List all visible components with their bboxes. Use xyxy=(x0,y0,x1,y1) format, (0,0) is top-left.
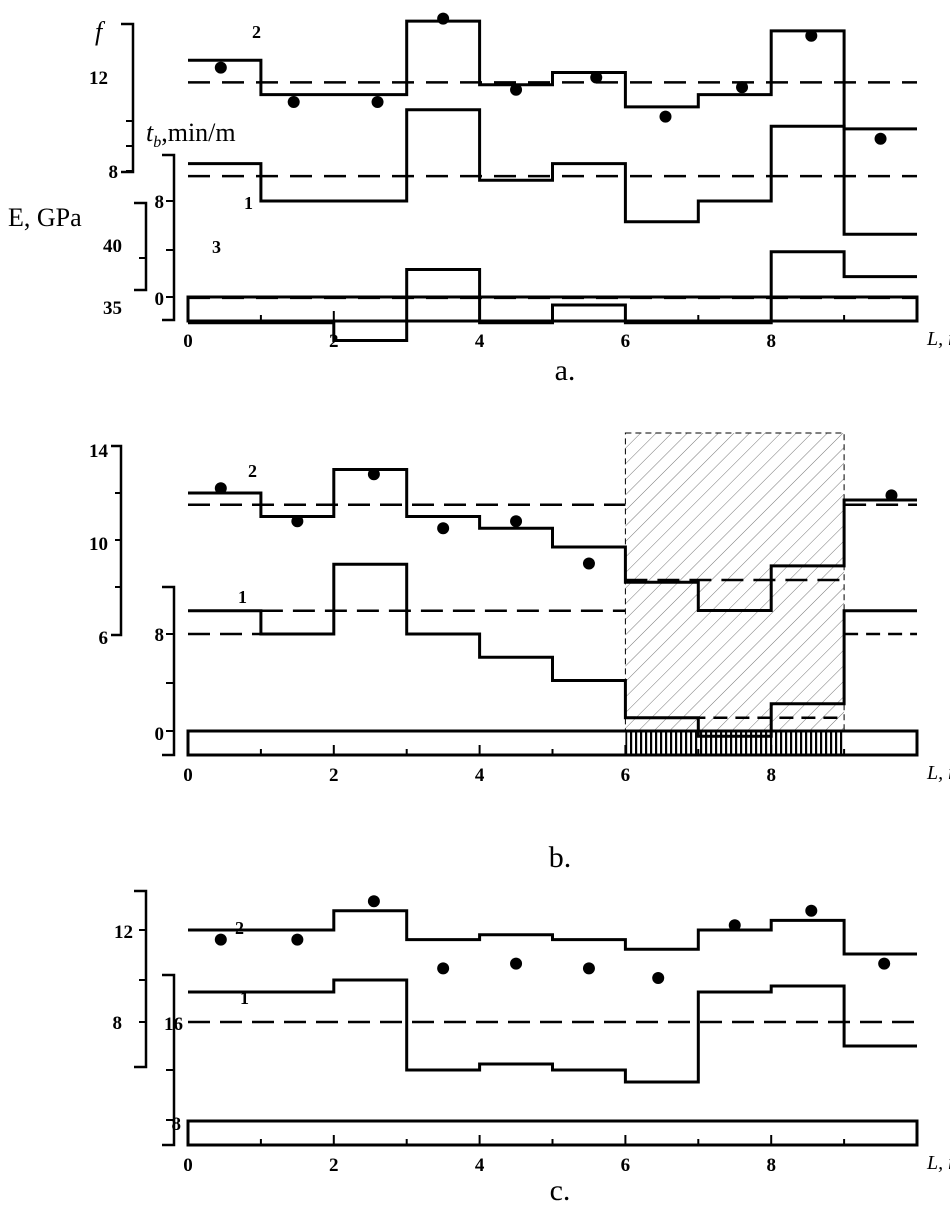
panel-a-f-tick-label-8: 8 xyxy=(109,162,119,183)
panel-b-left-tick-label-10: 10 xyxy=(89,534,108,555)
panel-a-f-axis-name: f xyxy=(95,17,106,46)
panel-a-series-2-line xyxy=(188,19,917,131)
panel-a-series-2-point-8 xyxy=(736,81,749,94)
panel-a-x-axis-label: L, m xyxy=(926,328,950,350)
panel-b-series-2-point-3 xyxy=(367,468,380,481)
panel-c-series-2-point-3 xyxy=(367,895,380,908)
panel-c-series-2-point-5 xyxy=(510,957,523,970)
panel-a-tb-axis xyxy=(162,153,176,322)
panel-a-series-3-line xyxy=(188,250,917,342)
panel-b-left-tick-label-14: 14 xyxy=(89,441,109,462)
panel-a-e-axis xyxy=(134,201,148,292)
panel-a-series-2-point-5 xyxy=(510,83,523,96)
panel-a-series-1-line xyxy=(188,108,917,236)
panel-c-series-2-point-4 xyxy=(437,962,450,975)
panel-a-series-3-label: 3 xyxy=(212,237,221,257)
panel-a-series-2-point-3 xyxy=(371,95,384,108)
panel-c-left-tick-label-8: 8 xyxy=(113,1013,123,1034)
panel-c-series-2-point-1 xyxy=(214,933,227,946)
panel-a-x-tick-label-0: 0 xyxy=(183,331,193,352)
panel-a-f-tick-label-12: 12 xyxy=(89,68,108,89)
panel-a-tb-axis-name: tb,min/m xyxy=(146,118,236,151)
panel-a-series-2-point-1 xyxy=(214,61,227,74)
panel-a-tb-tick-label-8: 8 xyxy=(155,192,165,213)
panel-c-x-tick-label-2: 2 xyxy=(329,1155,339,1176)
panel-c-series-2-label: 2 xyxy=(235,918,244,938)
panel-c-x-tick-label-0: 0 xyxy=(183,1155,193,1176)
panel-b-series-2-line xyxy=(188,468,917,612)
panel-b-series-2-label: 2 xyxy=(248,461,257,481)
panel-c-series-1-label: 1 xyxy=(240,988,249,1008)
panel-b-series-2-point-4 xyxy=(437,522,450,535)
panel-b-right-axis xyxy=(162,585,176,757)
panel-b-series-1-line xyxy=(188,562,917,738)
panel-b-x-tick-label-0: 0 xyxy=(183,765,193,786)
panel-a-series-2-point-10 xyxy=(874,132,887,145)
panel-a-series-1-label: 1 xyxy=(244,193,253,213)
panel-a-x-tick-label-2: 2 xyxy=(329,331,339,352)
panel-b-series-2-point-2 xyxy=(291,515,304,528)
panel-b-axis-hatch xyxy=(625,732,845,754)
panel-c-series-2-point-10 xyxy=(878,957,891,970)
panel-c-series-2-point-7 xyxy=(652,972,665,984)
panel-c-series-2-point-2 xyxy=(291,933,304,946)
panel-b-series-2-point-7 xyxy=(885,489,898,502)
panel-c-series-2-point-8 xyxy=(728,919,741,932)
panel-b-right-tick-label-0: 0 xyxy=(155,724,165,745)
panel-a-e-axis-name: E, GPa xyxy=(8,203,82,232)
panel-b-series-2-point-1 xyxy=(214,482,227,495)
panel-c-right-tick-label-8: 8 xyxy=(172,1114,182,1135)
panel-b-series-1-label: 1 xyxy=(238,587,247,607)
panel-b-x-tick-label-4: 4 xyxy=(475,765,485,786)
panel-c-x-tick-label-4: 4 xyxy=(475,1155,485,1176)
panel-c-series-2-point-6 xyxy=(582,962,595,975)
panel-a-series-2-point-2 xyxy=(287,95,300,108)
panel-b-x-tick-label-8: 8 xyxy=(766,765,776,786)
panel-b-series-2-point-6 xyxy=(582,557,595,570)
panel-b-x-tick-label-6: 6 xyxy=(621,765,631,786)
panel-a-series-2-point-6 xyxy=(590,71,603,84)
panel-c-x-tick-label-6: 6 xyxy=(621,1155,631,1176)
panel-a-x-tick-label-4: 4 xyxy=(475,331,485,352)
panel-a-series-2-point-9 xyxy=(805,29,818,42)
panel-a-caption: a. xyxy=(555,354,576,387)
panel-c-caption: c. xyxy=(550,1174,571,1207)
panel-c-left-tick-label-12: 12 xyxy=(114,922,133,943)
panel-b-caption: b. xyxy=(549,841,572,874)
panel-a-series-2-label: 2 xyxy=(252,22,261,42)
panel-c-series-1-line xyxy=(188,978,917,1084)
panel-b-x-axis-label: L, m xyxy=(926,762,950,784)
panel-a-x-tick-label-6: 6 xyxy=(621,331,631,352)
panel-b-x-tick-label-2: 2 xyxy=(329,765,339,786)
panel-a-e-tick-label-40: 40 xyxy=(103,236,122,257)
panel-b-series-2-point-5 xyxy=(510,515,523,528)
panel-c-series-2-line xyxy=(188,909,917,956)
panel-c-x-axis-label: L, m xyxy=(926,1152,950,1174)
panel-a: f 12 8 tb,min/m 8 0 E, GPa 40 35 2 1 3 0 2 4 6 8 L, m a. xyxy=(8,12,950,387)
panel-a-e-tick-label-35: 35 xyxy=(103,298,122,319)
panel-b-right-tick-label-8: 8 xyxy=(155,625,165,646)
panel-a-x-tick-label-8: 8 xyxy=(766,331,776,352)
panel-a-f-axis xyxy=(121,22,135,174)
panel-a-series-2-point-4 xyxy=(437,12,450,25)
panel-c-right-tick-label-16: 16 xyxy=(164,1014,183,1035)
panel-a-tb-tick-label-0: 0 xyxy=(155,289,165,310)
panel-a-series-2-point-7 xyxy=(659,110,672,123)
panel-c-right-axis xyxy=(162,973,176,1147)
panel-c-x-tick-label-8: 8 xyxy=(766,1155,776,1176)
panel-c-series-2-point-9 xyxy=(805,904,818,917)
panel-b-left-tick-label-6: 6 xyxy=(99,628,109,649)
panel-c: 12 8 16 8 2 1 0 2 4 6 8 L, m c. xyxy=(113,889,950,1207)
